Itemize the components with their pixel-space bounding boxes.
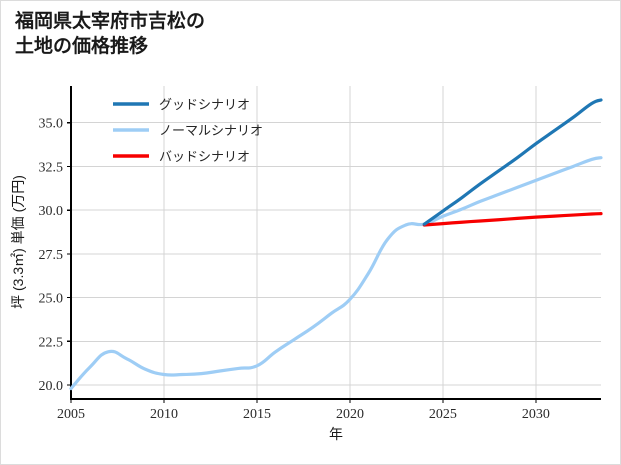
x-tick-label: 2005 [57,407,85,422]
series-line-1 [69,156,603,391]
x-tick-label: 2015 [243,407,271,422]
y-tick-label: 30.0 [39,204,64,219]
legend-label-2: バッドシナリオ [159,149,250,164]
y-tick-label: 25.0 [39,292,64,307]
y-tick-label: 35.0 [39,117,64,132]
page-title: 福岡県太宰府市吉松の 土地の価格推移 [15,11,206,58]
tick-marks [67,122,537,403]
data-series [69,98,603,391]
gridlines [70,86,601,399]
axis-spines [70,86,601,400]
legend-label-0: グッドシナリオ [159,97,250,112]
y-tick-label: 32.5 [39,160,64,175]
y-tick-label: 27.5 [39,248,64,263]
x-tick-label: 2030 [522,407,550,422]
y-tick-label: 22.5 [39,335,64,350]
y-axis-title: 坪 (3.3㎡) 単価 (万円) [10,175,26,309]
axis-spine [70,86,601,400]
x-tick-label: 2010 [150,407,178,422]
x-axis-tick-labels: 2005 2010 2015 2020 2025 2030 [57,407,550,422]
x-tick-label: 2025 [429,407,457,422]
series-line-2 [422,212,603,227]
x-axis-title: 年 [329,426,343,442]
y-axis-tick-labels: 20.0 22.5 25.0 27.5 30.0 32.5 35.0 [39,117,64,394]
x-tick-label: 2020 [336,407,364,422]
legend-label-1: ノーマルシナリオ [159,123,263,138]
series-line-0 [422,98,603,226]
y-tick-label: 20.0 [39,379,64,394]
